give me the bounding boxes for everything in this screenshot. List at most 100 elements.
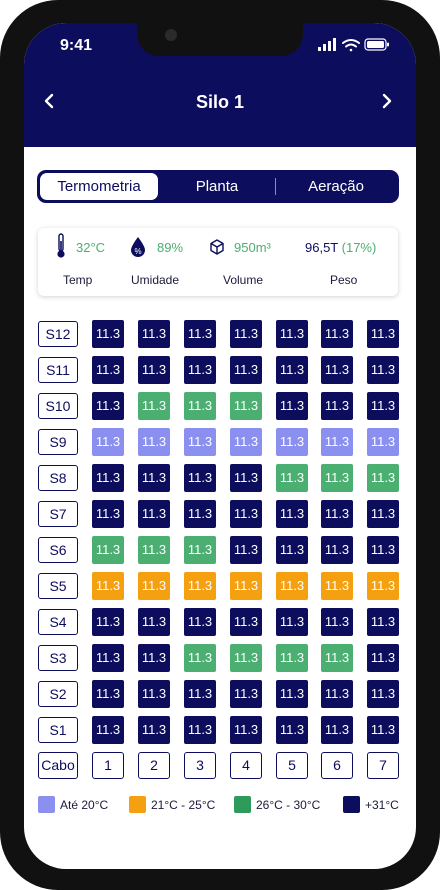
temp-cell[interactable]: 11.3 [184,500,216,528]
temp-cell[interactable]: 11.3 [92,644,124,672]
temp-cell[interactable]: 11.3 [367,680,399,708]
temp-cell[interactable]: 11.3 [321,536,353,564]
temp-cell[interactable]: 11.3 [321,572,353,600]
temp-cell[interactable]: 11.3 [367,572,399,600]
temp-cell[interactable]: 11.3 [367,716,399,744]
prev-silo-button[interactable] [42,89,56,115]
temp-cell[interactable]: 11.3 [367,536,399,564]
temp-cell[interactable]: 11.3 [321,500,353,528]
temp-cell[interactable]: 11.3 [184,536,216,564]
temp-cell[interactable]: 11.3 [321,320,353,348]
temp-cell[interactable]: 11.3 [230,320,262,348]
temp-cell[interactable]: 11.3 [230,500,262,528]
temp-cell[interactable]: 11.3 [138,536,170,564]
temp-cell[interactable]: 11.3 [184,356,216,384]
temp-cell[interactable]: 11.3 [184,464,216,492]
cable-number-3[interactable]: 3 [184,752,216,779]
temp-cell[interactable]: 11.3 [184,572,216,600]
temp-cell[interactable]: 11.3 [138,356,170,384]
temp-cell[interactable]: 11.3 [138,680,170,708]
cable-number-2[interactable]: 2 [138,752,170,779]
temp-cell[interactable]: 11.3 [321,644,353,672]
cable-number-7[interactable]: 7 [367,752,399,779]
temp-cell[interactable]: 11.3 [138,428,170,456]
cable-number-1[interactable]: 1 [92,752,124,779]
tab-termometria[interactable]: Termometria [40,173,158,200]
cable-header: Cabo [38,752,78,779]
temp-cell[interactable]: 11.3 [276,428,308,456]
temp-cell[interactable]: 11.3 [230,464,262,492]
temp-cell[interactable]: 11.3 [367,356,399,384]
temp-cell[interactable]: 11.3 [138,608,170,636]
temp-cell[interactable]: 11.3 [92,428,124,456]
temp-cell[interactable]: 11.3 [276,608,308,636]
temp-cell[interactable]: 11.3 [367,500,399,528]
temp-cell[interactable]: 11.3 [230,716,262,744]
temp-cell[interactable]: 11.3 [276,356,308,384]
temp-cell[interactable]: 11.3 [184,320,216,348]
temp-cell[interactable]: 11.3 [138,320,170,348]
temp-cell[interactable]: 11.3 [367,644,399,672]
temp-cell[interactable]: 11.3 [276,320,308,348]
temp-cell[interactable]: 11.3 [138,644,170,672]
temp-cell[interactable]: 11.3 [92,356,124,384]
temp-cell[interactable]: 11.3 [276,464,308,492]
temp-cell[interactable]: 11.3 [138,572,170,600]
temp-cell[interactable]: 11.3 [92,392,124,420]
temp-cell[interactable]: 11.3 [276,500,308,528]
temp-cell[interactable]: 11.3 [230,608,262,636]
next-silo-button[interactable] [380,89,394,115]
temp-cell[interactable]: 11.3 [230,392,262,420]
temp-cell[interactable]: 11.3 [184,608,216,636]
temp-cell[interactable]: 11.3 [321,356,353,384]
temp-cell[interactable]: 11.3 [321,680,353,708]
temp-cell[interactable]: 11.3 [230,356,262,384]
temp-cell[interactable]: 11.3 [92,680,124,708]
temp-cell[interactable]: 11.3 [276,536,308,564]
temp-cell[interactable]: 11.3 [92,536,124,564]
temp-cell[interactable]: 11.3 [321,608,353,636]
temp-cell[interactable]: 11.3 [138,392,170,420]
temp-cell[interactable]: 11.3 [92,572,124,600]
sensor-label-s11: S11 [38,357,78,383]
temp-cell[interactable]: 11.3 [184,716,216,744]
temp-cell[interactable]: 11.3 [92,608,124,636]
temp-cell[interactable]: 11.3 [367,428,399,456]
temp-cell[interactable]: 11.3 [92,716,124,744]
sensor-label-s7: S7 [38,501,78,527]
temp-cell[interactable]: 11.3 [184,392,216,420]
temp-cell[interactable]: 11.3 [230,572,262,600]
temp-cell[interactable]: 11.3 [367,608,399,636]
temp-cell[interactable]: 11.3 [92,500,124,528]
temp-cell[interactable]: 11.3 [276,644,308,672]
temp-cell[interactable]: 11.3 [367,320,399,348]
temp-cell[interactable]: 11.3 [230,644,262,672]
temp-cell[interactable]: 11.3 [184,644,216,672]
temp-cell[interactable]: 11.3 [321,464,353,492]
cable-number-4[interactable]: 4 [230,752,262,779]
temp-cell[interactable]: 11.3 [230,536,262,564]
cable-number-5[interactable]: 5 [276,752,308,779]
tab-planta[interactable]: Planta [195,178,239,195]
temp-cell[interactable]: 11.3 [230,680,262,708]
temp-cell[interactable]: 11.3 [138,716,170,744]
temp-cell[interactable]: 11.3 [321,716,353,744]
tab-aeracao[interactable]: Aeração [308,178,364,195]
temp-cell[interactable]: 11.3 [230,428,262,456]
cable-number-6[interactable]: 6 [321,752,353,779]
temp-cell[interactable]: 11.3 [276,392,308,420]
temp-cell[interactable]: 11.3 [321,428,353,456]
temp-cell[interactable]: 11.3 [138,500,170,528]
temp-cell[interactable]: 11.3 [321,392,353,420]
temp-cell[interactable]: 11.3 [367,392,399,420]
temp-cell[interactable]: 11.3 [92,464,124,492]
temp-cell[interactable]: 11.3 [276,716,308,744]
temp-cell[interactable]: 11.3 [276,572,308,600]
temp-cell[interactable]: 11.3 [276,680,308,708]
temp-cell[interactable]: 11.3 [92,320,124,348]
temp-cell[interactable]: 11.3 [138,464,170,492]
temp-cell[interactable]: 11.3 [367,464,399,492]
temp-cell[interactable]: 11.3 [184,680,216,708]
chevron-right-icon [382,93,392,109]
temp-cell[interactable]: 11.3 [184,428,216,456]
